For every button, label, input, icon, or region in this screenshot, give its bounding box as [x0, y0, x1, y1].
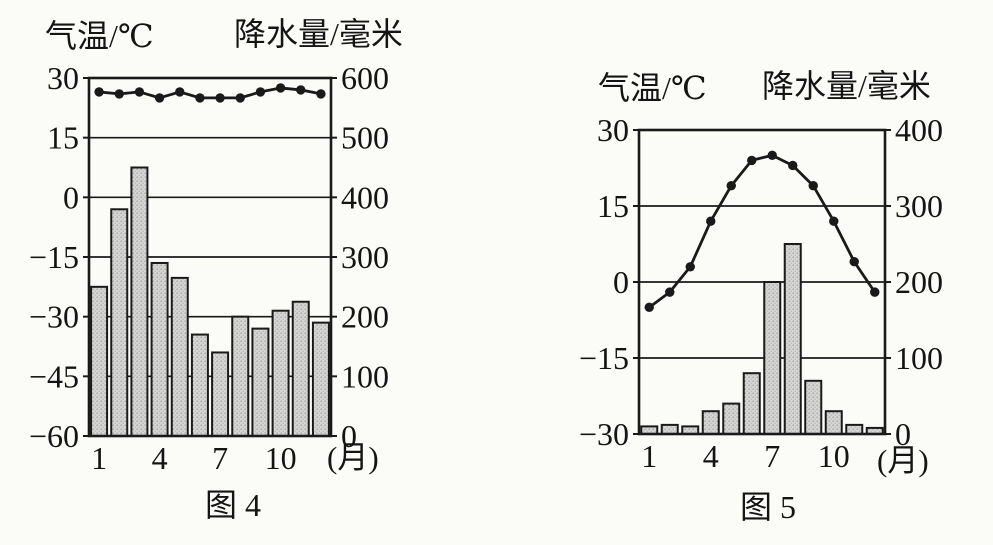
svg-text:−30: −30	[29, 299, 79, 335]
svg-text:−60: −60	[29, 418, 79, 454]
fig5-precip-axis-title: 降水量/毫米	[762, 68, 931, 104]
svg-text:−45: −45	[29, 358, 79, 394]
svg-text:10: 10	[818, 438, 850, 474]
svg-text:400: 400	[341, 179, 389, 215]
svg-text:100: 100	[341, 358, 389, 394]
fig5-caption: 图 5	[739, 489, 796, 525]
svg-text:0: 0	[613, 264, 629, 300]
svg-text:15: 15	[597, 188, 629, 224]
svg-text:30: 30	[47, 60, 79, 96]
svg-text:−30: −30	[579, 416, 629, 452]
svg-text:4: 4	[703, 438, 719, 474]
fig5-month-unit-label: (月)	[877, 443, 929, 478]
svg-text:−15: −15	[29, 239, 79, 275]
svg-text:0: 0	[63, 179, 79, 215]
svg-text:−15: −15	[579, 340, 629, 376]
svg-text:200: 200	[895, 264, 943, 300]
fig4-caption: 图 4	[204, 487, 261, 523]
svg-text:500: 500	[341, 120, 389, 156]
figure-chart-0: 30 600 15 500 0 400 −15 300 −30 200 −45 100 −60 0 1 4 7 1…	[29, 60, 389, 476]
svg-text:15: 15	[47, 120, 79, 156]
svg-text:4: 4	[152, 440, 168, 476]
svg-text:400: 400	[895, 112, 943, 148]
svg-text:0: 0	[341, 418, 357, 454]
fig4-month-unit-label: (月)	[327, 440, 379, 475]
svg-text:30: 30	[597, 112, 629, 148]
figure-chart-1: 30 400 15 300 0 200 −15 100 −30 0 1 4 7 10	[579, 112, 943, 474]
svg-text:1: 1	[91, 440, 107, 476]
svg-text:1: 1	[641, 438, 657, 474]
svg-text:200: 200	[341, 299, 389, 335]
svg-text:10: 10	[265, 440, 297, 476]
svg-text:100: 100	[895, 340, 943, 376]
fig4-temp-axis-title: 气温/℃	[45, 18, 154, 54]
svg-text:0: 0	[895, 416, 911, 452]
svg-text:300: 300	[895, 188, 943, 224]
svg-text:600: 600	[341, 60, 389, 96]
fig5-temp-axis-title: 气温/℃	[598, 70, 707, 106]
svg-text:7: 7	[764, 438, 780, 474]
svg-text:300: 300	[341, 239, 389, 275]
svg-text:7: 7	[212, 440, 228, 476]
fig4-precip-axis-title: 降水量/毫米	[234, 16, 403, 52]
